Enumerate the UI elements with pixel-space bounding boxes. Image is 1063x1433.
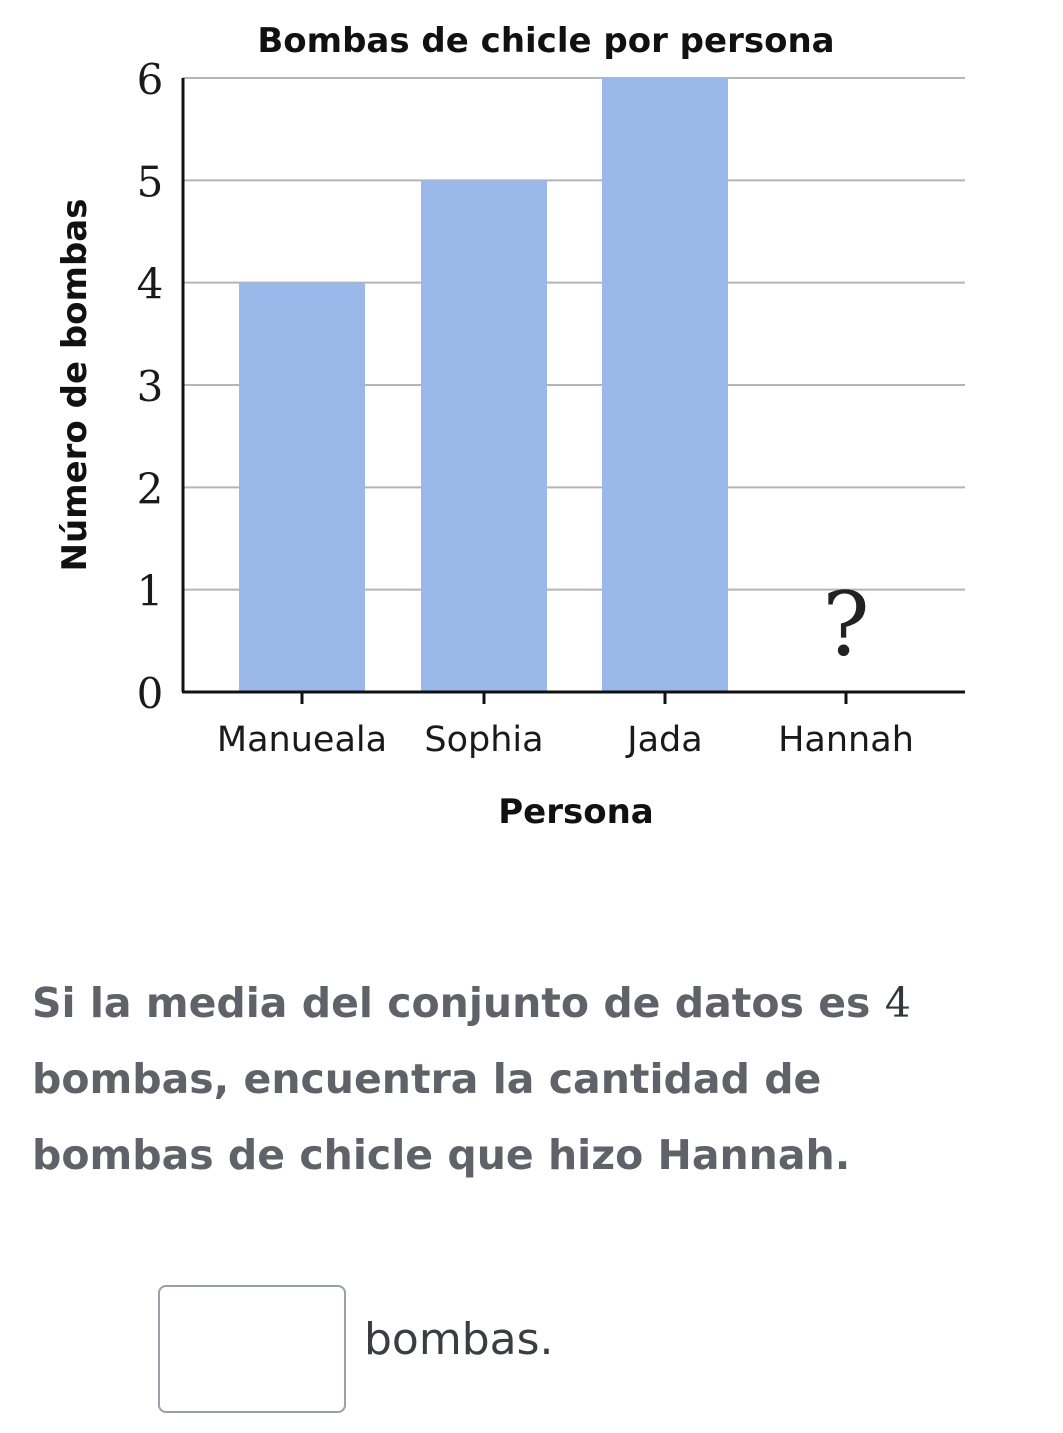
x-tick-label: Manueala (217, 720, 387, 760)
x-tick-label: Sophia (424, 720, 543, 760)
question-text-after: bombas, encuentra la cantidad de bombas … (32, 1055, 851, 1179)
unknown-value-marker: ? (822, 573, 869, 676)
question-mean-value: 4 (884, 979, 911, 1027)
bar-chart: ? Manueala Sophia Jada Hannah 0 1 2 3 4 5 6 Bombas d… (55, 21, 965, 832)
y-tick-label: 3 (137, 362, 164, 411)
question-text-before: Si la media del conjunto de datos es (32, 979, 885, 1027)
y-tick-label: 2 (137, 464, 164, 513)
bar-sophia (421, 180, 547, 693)
y-axis-label: Número de bombas (55, 199, 95, 572)
y-tick-label: 1 (137, 567, 164, 616)
y-tick-label: 0 (137, 669, 164, 718)
bar-manueala (239, 282, 365, 692)
question-text: Si la media del conjunto de datos es 4 b… (32, 965, 1012, 1193)
answer-input[interactable] (158, 1285, 346, 1413)
x-tick-label: Jada (625, 720, 702, 760)
answer-unit-label: bombas. (364, 1314, 554, 1365)
y-tick-label: 4 (137, 260, 164, 309)
x-tick-label: Hannah (778, 720, 914, 760)
y-tick-label: 5 (137, 157, 164, 206)
x-axis-label: Persona (498, 792, 654, 832)
y-tick-label: 6 (137, 55, 164, 104)
chart-svg: ? Manueala Sophia Jada Hannah 0 1 2 3 4 5 6 Bombas d… (55, 21, 965, 832)
bar-jada (602, 78, 728, 692)
chart-title: Bombas de chicle por persona (257, 21, 834, 61)
